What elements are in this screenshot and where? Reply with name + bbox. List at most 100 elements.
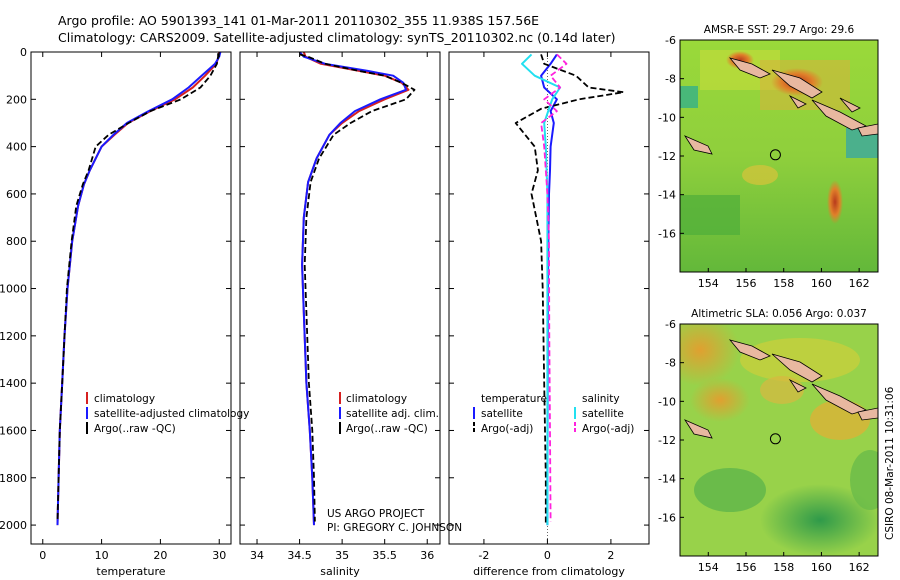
- y-tick-label: 400: [6, 141, 27, 154]
- y-tick-label: -8: [665, 357, 676, 370]
- figure-title-line1: Argo profile: AO 5901393_141 01-Mar-2011…: [58, 13, 539, 28]
- x-tick-label: -2: [478, 549, 489, 562]
- sst-map: [680, 40, 878, 272]
- sla-high-region: [680, 324, 740, 386]
- x-tick-label: 156: [736, 561, 757, 574]
- project-line2: PI: GREGORY C. JOHNSON: [327, 522, 462, 534]
- sst-island: [771, 69, 823, 99]
- y-tick-label: 200: [6, 93, 27, 106]
- sla-island: [788, 378, 807, 393]
- sst-map-axes: 154 156 158 160 162 -6 -8 -10 -12 -14 -16: [658, 34, 879, 290]
- y-tick-label: 600: [6, 188, 27, 201]
- x-axis-label: salinity: [320, 565, 360, 578]
- figure-title-line2: Climatology: CARS2009. Satellite-adjuste…: [58, 30, 615, 45]
- sla-map-title: Altimetric SLA: 0.056 Argo: 0.037: [691, 308, 867, 320]
- sla-high-region: [690, 378, 750, 422]
- x-tick-label: 156: [736, 277, 757, 290]
- salinity-profile-panel: 34 34.5 35 35.5 36 salinity: [239, 51, 441, 578]
- y-tick-label: 800: [6, 235, 27, 248]
- axes-frame: [239, 51, 441, 545]
- sst-cool-patch: [680, 195, 740, 235]
- sst-hot-spot: [827, 180, 843, 224]
- sla-low-region: [694, 468, 766, 512]
- legend-label-temp-satellite: satellite: [481, 408, 523, 420]
- sla-low-region: [850, 450, 878, 510]
- series-line-salinity-satellite: [521, 53, 562, 526]
- x-tick-label: 2: [607, 549, 614, 562]
- y-tick-label: 1400: [0, 377, 27, 390]
- side-stamp: CSIRO 08-Mar-2011 10:31:06: [884, 386, 896, 540]
- salinity-legend: climatology satellite adj. clim. Argo(..…: [327, 392, 462, 534]
- sla-low-region: [760, 484, 878, 556]
- temperature-legend: climatology satellite-adjusted climatolo…: [86, 392, 249, 435]
- y-tick-label: -6: [665, 318, 676, 331]
- x-tick-label: 160: [811, 277, 832, 290]
- x-axis-label: difference from climatology: [473, 565, 625, 578]
- x-tick-label: 34: [250, 549, 264, 562]
- y-tick-label: 0: [20, 46, 27, 59]
- legend-label-sal-satellite: satellite: [582, 408, 624, 420]
- difference-legend: temperature satellite Argo(-adj) salinit…: [473, 393, 634, 435]
- legend-label-satellite: satellite-adjusted climatology: [94, 408, 249, 420]
- sst-map-title: AMSR-E SST: 29.7 Argo: 29.6: [704, 24, 855, 36]
- sla-island: [728, 339, 771, 361]
- legend-label-satellite: satellite adj. clim.: [346, 408, 439, 420]
- x-tick-label: 34.5: [287, 549, 312, 562]
- difference-profile-panel: -2 0 2 difference from climatology: [448, 51, 650, 578]
- legend-label-temp-argo: Argo(-adj): [481, 423, 533, 435]
- y-tick-label: -8: [665, 73, 676, 86]
- axes-frame: [30, 51, 232, 545]
- x-tick-label: 10: [95, 549, 109, 562]
- series-line-argo-raw-qc-: [56, 53, 220, 522]
- argo-position-marker: [769, 149, 781, 161]
- legend-label-argo: Argo(..raw -QC): [94, 423, 176, 435]
- sst-cool-patch: [680, 86, 698, 108]
- x-tick-label: 158: [773, 561, 794, 574]
- sla-high-region: [740, 338, 860, 382]
- x-tick-label: 162: [849, 277, 870, 290]
- x-tick-label: 35: [335, 549, 349, 562]
- sst-island: [839, 97, 861, 113]
- x-tick-label: 0: [544, 549, 551, 562]
- x-tick-label: 36: [420, 549, 434, 562]
- sla-island: [857, 407, 878, 421]
- sst-warm-spot: [742, 165, 778, 185]
- x-tick-label: 0: [39, 549, 46, 562]
- x-tick-label: 158: [773, 277, 794, 290]
- series-line-argo-raw-qc-: [299, 53, 416, 522]
- sla-island: [771, 353, 823, 383]
- x-axis-label: temperature: [96, 565, 165, 578]
- y-tick-label: -16: [658, 227, 676, 240]
- series-line-satellite-adj-clim-: [298, 51, 407, 526]
- y-tick-label: 1000: [0, 283, 27, 296]
- sst-island: [788, 94, 807, 109]
- plot-area: [240, 52, 440, 544]
- y-tick-label: -16: [658, 511, 676, 524]
- x-tick-label: 20: [153, 549, 167, 562]
- legend-label-climatology: climatology: [346, 393, 407, 405]
- legend-heading-temperature: temperature: [481, 393, 547, 405]
- y-tick-label: -14: [658, 473, 676, 486]
- series-line-satellite-adjusted-climatology: [56, 51, 222, 526]
- y-tick-label: 1200: [0, 330, 27, 343]
- legend-label-sal-argo: Argo(-adj): [582, 423, 634, 435]
- series-line-salinity-argo-adj-: [540, 53, 568, 522]
- legend-heading-salinity: salinity: [582, 393, 620, 405]
- y-tick-label: -12: [658, 150, 676, 163]
- argo-position-marker: [769, 433, 781, 445]
- y-tick-label: -10: [658, 395, 676, 408]
- y-tick-label: 2000: [0, 519, 27, 532]
- y-tick-label: 1600: [0, 424, 27, 437]
- legend-label-argo: Argo(..raw -QC): [346, 423, 428, 435]
- y-tick-label: -6: [665, 34, 676, 47]
- sla-map: [680, 324, 878, 556]
- x-tick-label: 154: [698, 561, 719, 574]
- legend-label-climatology: climatology: [94, 393, 155, 405]
- x-tick-label: 162: [849, 561, 870, 574]
- sst-island: [857, 123, 878, 137]
- sst-island: [728, 57, 771, 79]
- temperature-profile-panel: 0 10 20 30 0 200 400 600 800 1000 1200 1400 1600 1800…: [0, 46, 232, 578]
- y-tick-label: -12: [658, 434, 676, 447]
- x-tick-label: 154: [698, 277, 719, 290]
- sla-island: [683, 419, 713, 439]
